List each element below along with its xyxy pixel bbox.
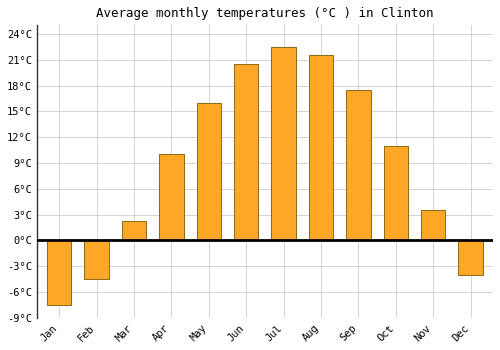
Bar xyxy=(84,240,109,279)
Bar xyxy=(458,240,483,275)
Bar xyxy=(47,240,72,305)
Bar xyxy=(122,222,146,240)
Bar xyxy=(160,154,184,240)
Bar xyxy=(421,210,446,240)
Bar xyxy=(309,55,333,240)
Bar xyxy=(196,103,221,240)
Bar xyxy=(346,90,370,240)
Bar xyxy=(384,146,408,240)
Bar xyxy=(272,47,296,240)
Title: Average monthly temperatures (°C ) in Clinton: Average monthly temperatures (°C ) in Cl… xyxy=(96,7,434,20)
Bar xyxy=(234,64,258,240)
